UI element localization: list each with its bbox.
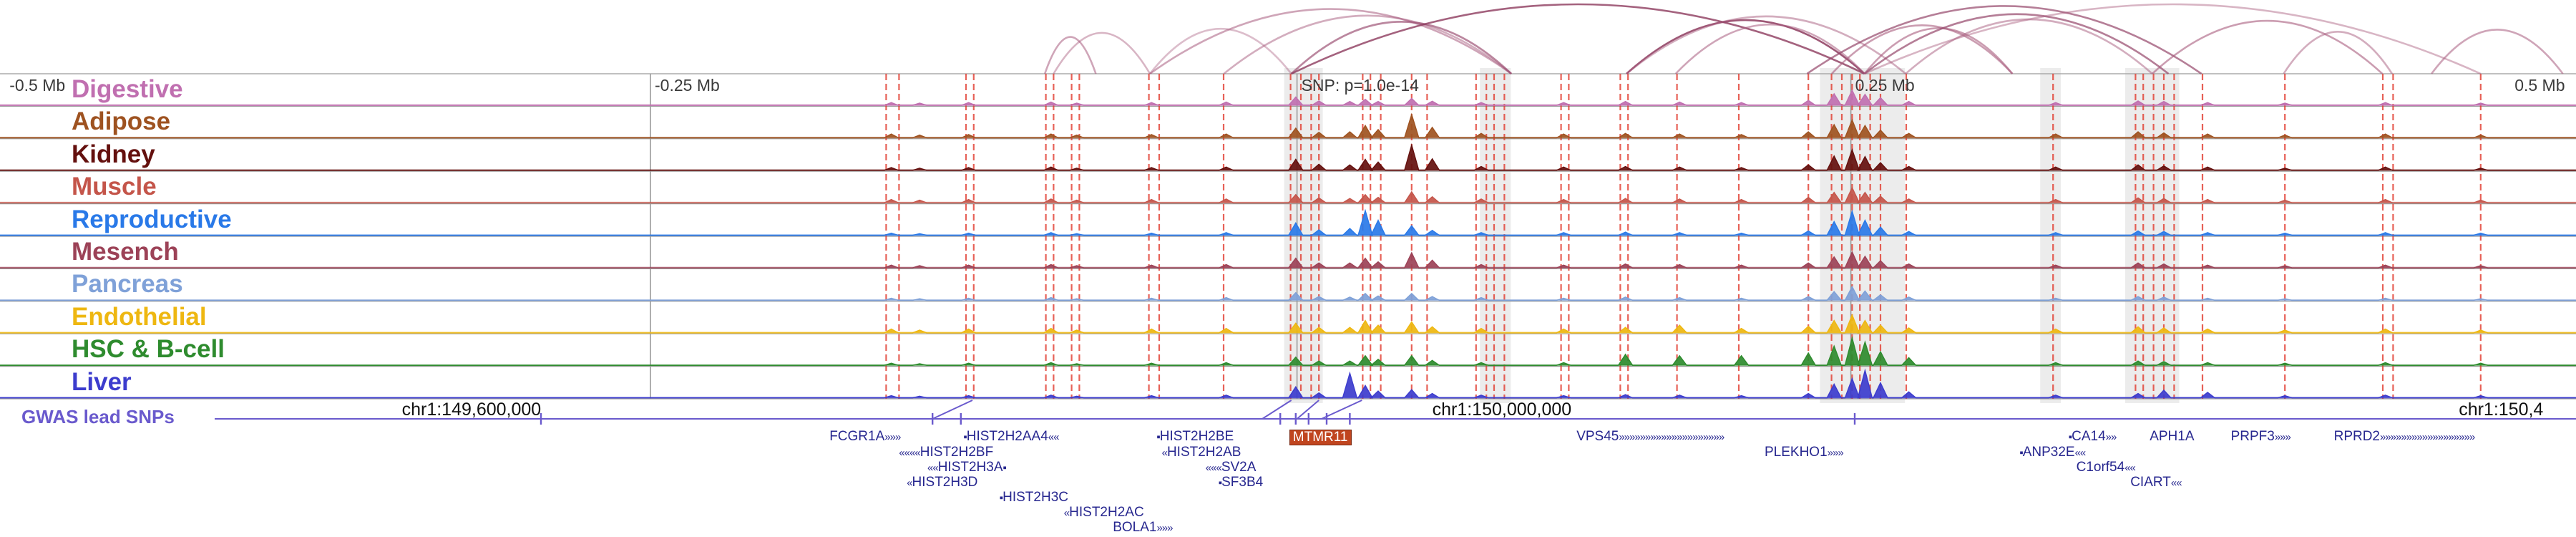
signal-baseline-pancreas xyxy=(0,299,2576,301)
interaction-arc xyxy=(1863,27,2014,74)
interaction-arc xyxy=(2151,19,2384,74)
interaction-arc xyxy=(1863,13,2170,75)
signal-baseline-muscle xyxy=(0,201,2576,204)
interaction-arc xyxy=(1223,14,1512,75)
interaction-arc xyxy=(1149,8,1512,75)
interaction-arc xyxy=(1290,21,1513,74)
gwas-snp-connector xyxy=(932,400,973,420)
gwas-snp-connector xyxy=(1321,400,1362,420)
signal-baseline-adipose xyxy=(0,137,2576,139)
interaction-arc xyxy=(2430,29,2564,74)
signal-baseline-hsc-b-cell xyxy=(0,364,2576,367)
signal-baseline-digestive xyxy=(0,104,2576,106)
interaction-arc xyxy=(1043,36,1097,74)
interaction-arc xyxy=(1864,3,2482,75)
interaction-arc xyxy=(1149,28,1292,74)
gwas-snp-connector xyxy=(1296,400,1319,420)
signal-baseline-liver xyxy=(0,397,2576,399)
signal-baseline-reproductive xyxy=(0,234,2576,236)
interaction-arc xyxy=(1831,24,2014,74)
signal-baseline-endothelial xyxy=(0,332,2576,334)
interaction-arc xyxy=(1626,19,1865,74)
signal-baseline-mesench xyxy=(0,266,2576,268)
interaction-arc xyxy=(1806,5,2202,75)
gwas-snp-connector xyxy=(1262,400,1292,420)
interaction-arc xyxy=(1905,18,2153,74)
interaction-arc xyxy=(2283,31,2394,74)
interaction-arc xyxy=(1053,32,1151,74)
interaction-arc xyxy=(1291,3,1865,75)
interaction-arc xyxy=(1626,15,1907,75)
interaction-arc xyxy=(1674,24,1865,74)
signal-baseline-kidney xyxy=(0,169,2576,171)
